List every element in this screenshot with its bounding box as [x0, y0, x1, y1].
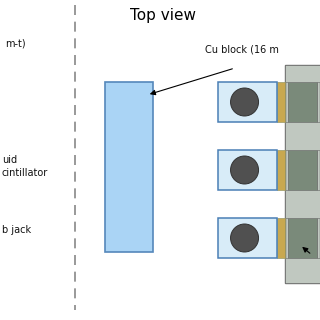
- Text: uid: uid: [2, 155, 17, 165]
- Bar: [277, 150, 285, 190]
- Text: cintillator: cintillator: [2, 168, 48, 178]
- Circle shape: [230, 156, 259, 184]
- Bar: [288, 68, 317, 280]
- Bar: [285, 65, 320, 82]
- Circle shape: [230, 88, 259, 116]
- Text: b jack: b jack: [2, 225, 31, 235]
- Bar: [277, 218, 285, 258]
- Bar: [218, 218, 277, 258]
- Bar: [277, 82, 285, 122]
- Text: Top view: Top view: [130, 8, 196, 23]
- Text: Cu block (16 m: Cu block (16 m: [205, 45, 279, 55]
- Bar: [285, 258, 320, 283]
- Bar: [285, 65, 320, 283]
- Bar: [285, 190, 320, 218]
- Bar: [105, 82, 153, 252]
- Text: m-t): m-t): [5, 38, 26, 48]
- Bar: [218, 82, 277, 122]
- Bar: [218, 150, 277, 190]
- Circle shape: [230, 224, 259, 252]
- Bar: [285, 122, 320, 150]
